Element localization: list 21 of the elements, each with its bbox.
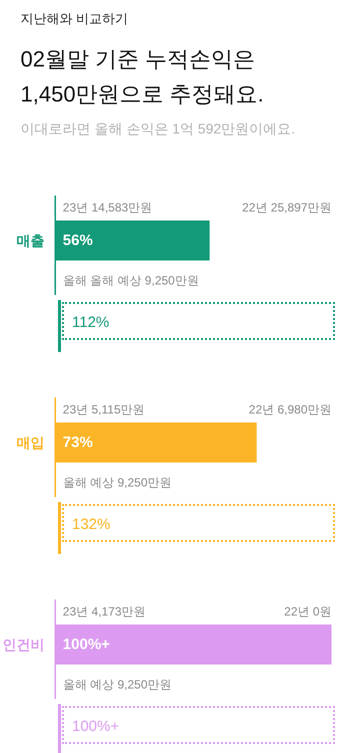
annotation: 올해 예상 9,250만원 bbox=[62, 678, 172, 692]
annotation: 올해 올해 예상 9,250만원 bbox=[62, 274, 199, 288]
annotation: 22년 6,980만원 bbox=[248, 402, 332, 416]
annotation: 22년 0원 bbox=[284, 604, 332, 618]
annotation: 23년 5,115만원 bbox=[62, 402, 145, 416]
data-label: 100%+ bbox=[62, 636, 110, 653]
chart-subtitle: 이대로라면 올해 손익은 1억 592만원이에요. bbox=[20, 120, 296, 136]
y-tick-label: 매입 bbox=[16, 434, 44, 450]
y-tick-label: 매출 bbox=[16, 232, 44, 248]
annotation: 올해 예상 9,250만원 bbox=[62, 476, 172, 490]
annotation: 23년 4,173만원 bbox=[62, 604, 146, 618]
data-label: 73% bbox=[62, 434, 93, 451]
chart-title: 02월말 기준 누적손익은 1,450만원으로 추정돼요. bbox=[20, 46, 264, 106]
annotation: 100%+ bbox=[62, 706, 335, 744]
annotation: 132% bbox=[62, 504, 335, 542]
y-tick-label: 인건비 bbox=[2, 636, 44, 652]
text: 지난해와 비교하기 bbox=[20, 11, 128, 26]
data-label: 56% bbox=[62, 232, 93, 249]
text: 22년 25,897만원 bbox=[242, 200, 332, 214]
text: 23년 14,583만원 bbox=[62, 200, 152, 214]
annotation: 112% bbox=[62, 302, 335, 340]
